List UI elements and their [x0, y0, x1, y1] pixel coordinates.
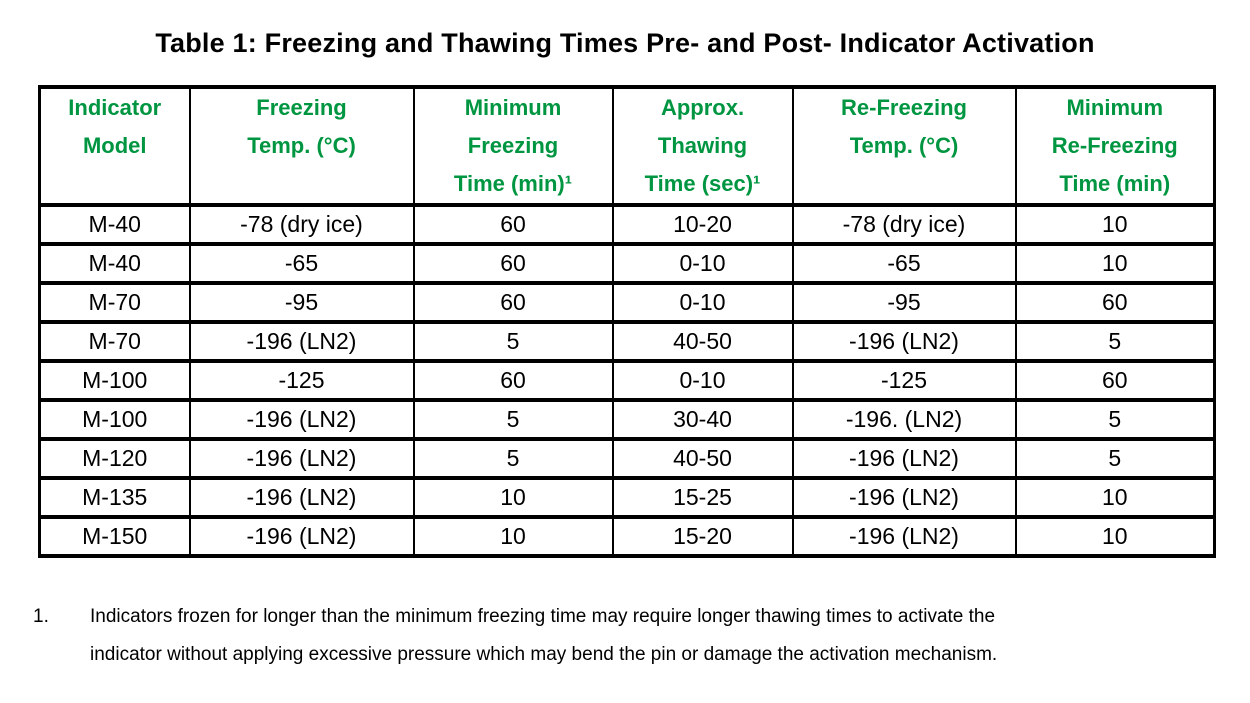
table-row: M-100 -196 (LN2) 5 30-40 -196. (LN2) 5 [38, 398, 1216, 441]
header-cell-min-freezing-time: Minimum Freezing Time (min)¹ [412, 85, 614, 207]
table-cell: 10 [1014, 203, 1216, 246]
table-cell: -95 [188, 281, 415, 324]
table-body: M-40 -78 (dry ice) 60 10-20 -78 (dry ice) 10 M… [38, 203, 1216, 558]
header-cell-min-refreezing-time: Minimum Re-Freezing Time (min) [1014, 85, 1216, 207]
table-header-row: Indicator Model Freezing Temp. (°C) Mini… [38, 85, 1216, 207]
table-cell: 5 [412, 398, 614, 441]
freezing-thawing-table: Indicator Model Freezing Temp. (°C) Mini… [38, 85, 1216, 558]
table-cell: M-100 [38, 398, 191, 441]
table-row: M-40 -78 (dry ice) 60 10-20 -78 (dry ice) 10 [38, 203, 1216, 246]
table-cell: -196 (LN2) [188, 476, 415, 519]
table-cell: 0-10 [611, 242, 794, 285]
header-cell-approx-thawing-time: Approx. Thawing Time (sec)¹ [611, 85, 794, 207]
table-cell: 5 [412, 320, 614, 363]
table-cell: 10 [1014, 476, 1216, 519]
table-row: M-100 -125 60 0-10 -125 60 [38, 359, 1216, 402]
table-row: M-70 -196 (LN2) 5 40-50 -196 (LN2) 5 [38, 320, 1216, 363]
table-cell: M-120 [38, 437, 191, 480]
table-cell: 30-40 [611, 398, 794, 441]
table-cell: 0-10 [611, 281, 794, 324]
table-cell: 0-10 [611, 359, 794, 402]
table-cell: -196. (LN2) [791, 398, 1017, 441]
table-cell: M-150 [38, 515, 191, 558]
table-cell: 5 [412, 437, 614, 480]
table-cell: -125 [791, 359, 1017, 402]
table-cell: 15-20 [611, 515, 794, 558]
table-cell: 60 [412, 281, 614, 324]
table-cell: 60 [412, 242, 614, 285]
table-cell: -65 [188, 242, 415, 285]
table-cell: -196 (LN2) [188, 515, 415, 558]
table-cell: 10 [1014, 242, 1216, 285]
table-row: M-120 -196 (LN2) 5 40-50 -196 (LN2) 5 [38, 437, 1216, 480]
table-cell: -196 (LN2) [188, 398, 415, 441]
header-cell-indicator-model: Indicator Model [38, 85, 191, 207]
table-row: M-135 -196 (LN2) 10 15-25 -196 (LN2) 10 [38, 476, 1216, 519]
table-cell: 40-50 [611, 437, 794, 480]
header-cell-refreezing-temp: Re-Freezing Temp. (°C) [791, 85, 1017, 207]
table-cell: M-135 [38, 476, 191, 519]
table-cell: -196 (LN2) [791, 515, 1017, 558]
table-cell: M-70 [38, 281, 191, 324]
header-cell-freezing-temp: Freezing Temp. (°C) [188, 85, 415, 207]
table-cell: M-70 [38, 320, 191, 363]
table-cell: M-40 [38, 242, 191, 285]
table-cell: 60 [412, 203, 614, 246]
table-cell: M-100 [38, 359, 191, 402]
table-cell: 5 [1014, 320, 1216, 363]
table-cell: -125 [188, 359, 415, 402]
table-cell: M-40 [38, 203, 191, 246]
table-row: M-70 -95 60 0-10 -95 60 [38, 281, 1216, 324]
table-cell: 15-25 [611, 476, 794, 519]
footnote-number: 1. [33, 606, 49, 627]
table-cell: 60 [1014, 281, 1216, 324]
table-cell: -196 (LN2) [791, 476, 1017, 519]
table-cell: 60 [412, 359, 614, 402]
table-cell: -95 [791, 281, 1017, 324]
table-cell: -196 (LN2) [188, 320, 415, 363]
footnote-text: Indicators frozen for longer than the mi… [90, 606, 998, 665]
table-cell: 10 [412, 476, 614, 519]
table-row: M-40 -65 60 0-10 -65 10 [38, 242, 1216, 285]
table-cell: 10 [1014, 515, 1216, 558]
footnote: 1. Indicators frozen for longer than the… [33, 598, 1250, 674]
table-cell: -78 (dry ice) [791, 203, 1017, 246]
table-cell: -196 (LN2) [188, 437, 415, 480]
table-cell: -196 (LN2) [791, 320, 1017, 363]
table-row: M-150 -196 (LN2) 10 15-20 -196 (LN2) 10 [38, 515, 1216, 558]
table-cell: -196 (LN2) [791, 437, 1017, 480]
table-cell: 60 [1014, 359, 1216, 402]
table-cell: -78 (dry ice) [188, 203, 415, 246]
table-cell: 5 [1014, 398, 1216, 441]
table-cell: 10 [412, 515, 614, 558]
page-title: Table 1: Freezing and Thawing Times Pre-… [155, 28, 1095, 58]
table-cell: 5 [1014, 437, 1216, 480]
table-cell: 10-20 [611, 203, 794, 246]
table-cell: -65 [791, 242, 1017, 285]
table-cell: 40-50 [611, 320, 794, 363]
